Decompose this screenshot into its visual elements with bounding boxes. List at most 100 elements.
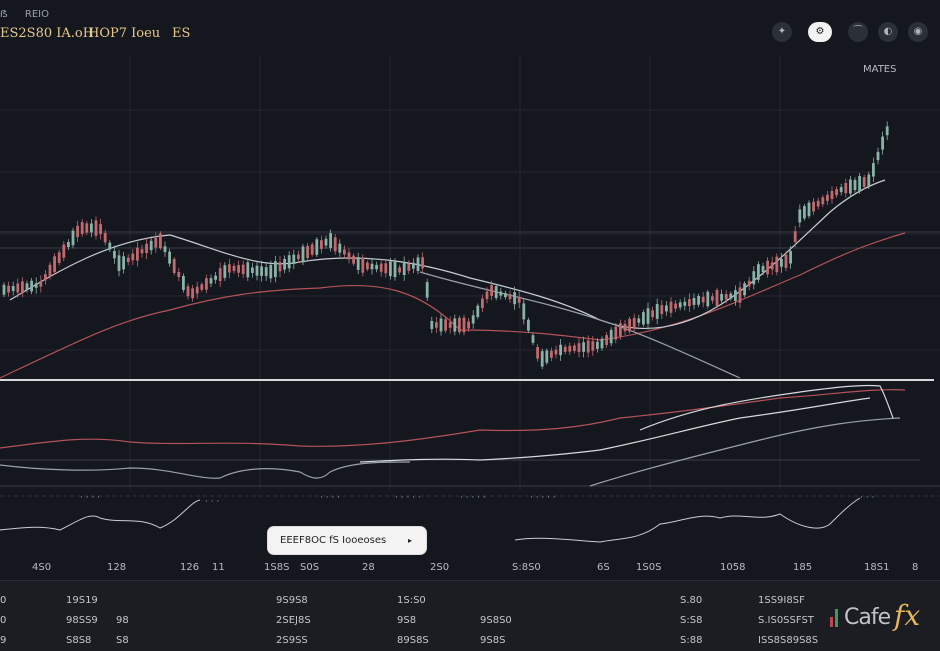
candle-body: [149, 240, 153, 251]
candle-body: [53, 256, 56, 273]
candle-body: [655, 303, 659, 319]
candle-body: [757, 264, 760, 280]
candle-body: [287, 255, 291, 269]
trend-icon[interactable]: ⁀: [848, 22, 868, 42]
candle-body: [421, 257, 424, 269]
candle-body: [145, 243, 148, 254]
tooltip-popup[interactable]: EEEF8OC fS Iooeoses ▸: [268, 527, 426, 554]
symbol-label-tertiary[interactable]: ES: [172, 26, 191, 41]
alert-icon[interactable]: ✦: [772, 22, 792, 42]
candle-body: [251, 267, 254, 273]
candle-body: [425, 282, 429, 298]
table-cell: 1S:S0: [397, 595, 426, 606]
candle-body: [99, 224, 102, 235]
camera-icon[interactable]: ◉: [908, 22, 928, 42]
ma-lower: [0, 461, 411, 479]
x-tick-label: 11: [212, 562, 225, 573]
candle-body: [113, 251, 116, 259]
candle-body: [499, 291, 503, 296]
osc-label-7: · · ·: [860, 493, 874, 503]
candle-body: [632, 317, 636, 328]
candle-body: [780, 258, 783, 267]
candlesticks: [2, 121, 889, 370]
candle-body: [301, 246, 305, 263]
candle-body: [789, 251, 792, 264]
candle-body: [241, 264, 245, 274]
candle-body: [264, 267, 268, 277]
data-table: 0 19S19 9S9S8 1S:S0 S.80 1SS9I8SF 0 98SS…: [0, 580, 940, 651]
ma-fast: [9, 179, 886, 329]
table-cell: 2SEJ8S: [276, 615, 311, 626]
candle-body: [90, 223, 93, 233]
globe-icon[interactable]: ◐: [878, 22, 898, 42]
symbol-label-primary[interactable]: ES2S80 IA.oH: [0, 26, 95, 41]
candle-body: [172, 259, 176, 274]
table-cell: S.IS0SSFST: [758, 615, 814, 626]
candle-body: [324, 238, 328, 246]
candle-body: [591, 341, 595, 351]
candle-body: [660, 305, 664, 315]
x-axis: 4S0 128 126 11 1S8S S0S 28 2S0 S:8S0 6S …: [0, 560, 940, 578]
logo-suffix: fx: [894, 599, 921, 632]
chevron-right-icon[interactable]: ▸: [407, 536, 412, 545]
candle-body: [439, 318, 443, 332]
candle-body: [393, 261, 397, 278]
candle-body: [651, 310, 654, 318]
table-cell: 0: [0, 595, 7, 606]
x-tick-label: S0S: [300, 562, 320, 573]
candle-body: [476, 305, 480, 318]
candle-body: [692, 298, 696, 305]
candle-body: [803, 206, 806, 219]
candle-body: [862, 177, 866, 187]
candle-body: [761, 265, 765, 273]
x-tick-label: 1058: [720, 562, 746, 573]
candle-body: [573, 345, 576, 351]
candle-body: [646, 308, 650, 324]
candle-body: [830, 190, 834, 200]
candle-body: [876, 151, 880, 161]
candle-body: [816, 200, 820, 207]
candle-body: [448, 322, 452, 328]
candle-body: [159, 233, 162, 249]
table-cell: 9S8: [397, 615, 417, 626]
candle-body: [209, 278, 213, 284]
logo-bar-icon: [830, 617, 833, 627]
candle-body: [379, 263, 383, 272]
symbol-label-secondary[interactable]: HOP7 Ioeu: [88, 26, 161, 41]
candle-body: [798, 209, 802, 223]
osc-label-2: · · ·: [205, 497, 219, 507]
candle-body: [384, 263, 388, 274]
ma-diagonal: [589, 417, 901, 487]
header-small-left: ẞ: [0, 9, 8, 20]
candle-body: [223, 265, 227, 278]
candle-body: [550, 350, 553, 358]
candle-body: [853, 179, 857, 191]
candle-body: [126, 257, 130, 263]
candle-body: [738, 287, 742, 303]
x-tick-label: 6S: [597, 562, 610, 573]
candle-body: [669, 301, 673, 313]
candle-body: [94, 220, 98, 236]
candle-body: [614, 326, 618, 340]
candle-body: [343, 249, 346, 255]
osc-label-6: · · · · ·: [530, 493, 556, 503]
candle-body: [490, 285, 493, 296]
oscillator-line: [0, 497, 861, 543]
candle-body: [494, 286, 498, 299]
candle-body: [701, 296, 705, 303]
candle-body: [637, 318, 641, 323]
candle-body: [642, 312, 645, 325]
table-cell: 0: [0, 615, 7, 626]
candle-body: [826, 194, 829, 201]
ma-upper-right: [639, 384, 894, 431]
candle-body: [577, 343, 581, 353]
candle-body: [191, 288, 194, 299]
price-chart[interactable]: · · · · · · · · · · · · · · · · · · · · …: [0, 56, 940, 560]
candle-body: [416, 257, 420, 271]
candle-body: [136, 247, 139, 261]
candle-body: [766, 260, 769, 275]
candle-body: [458, 317, 461, 333]
settings-icon[interactable]: ⚙: [808, 22, 832, 42]
table-cell: 2S9SS: [276, 635, 308, 646]
x-tick-label: 128: [107, 562, 127, 573]
